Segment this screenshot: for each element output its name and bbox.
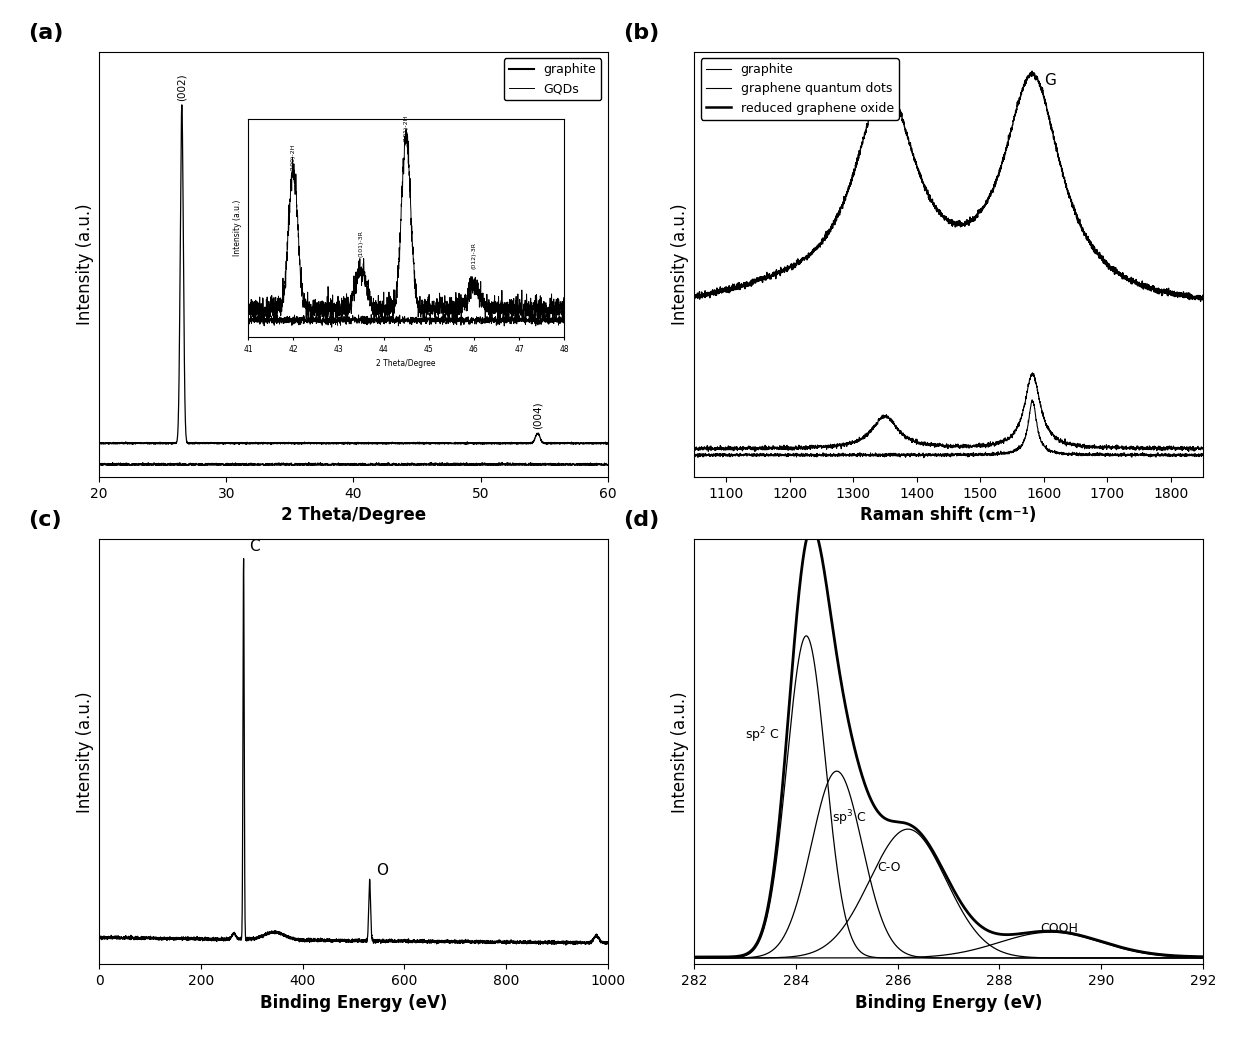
Y-axis label: Intensity (a.u.): Intensity (a.u.) xyxy=(233,200,243,256)
Text: (004): (004) xyxy=(533,401,543,429)
Text: C-O: C-O xyxy=(878,861,901,874)
Legend: graphite, GQDs: graphite, GQDs xyxy=(503,58,601,101)
Y-axis label: Intensity (a.u.): Intensity (a.u.) xyxy=(76,203,94,326)
Text: (d): (d) xyxy=(624,510,660,531)
X-axis label: Raman shift (cm⁻¹): Raman shift (cm⁻¹) xyxy=(861,506,1037,525)
Y-axis label: Intensity (a.u.): Intensity (a.u.) xyxy=(671,203,689,326)
X-axis label: 2 Theta/Degree: 2 Theta/Degree xyxy=(377,359,435,368)
Text: (100)-2H: (100)-2H xyxy=(290,144,295,171)
Text: (002): (002) xyxy=(177,74,187,101)
Text: (b): (b) xyxy=(624,23,660,44)
Y-axis label: Intensity (a.u.): Intensity (a.u.) xyxy=(671,691,689,813)
X-axis label: Binding Energy (eV): Binding Energy (eV) xyxy=(259,993,448,1012)
Text: D: D xyxy=(863,83,874,99)
Text: COOH: COOH xyxy=(1040,922,1078,935)
Text: (c): (c) xyxy=(29,510,62,531)
X-axis label: Binding Energy (eV): Binding Energy (eV) xyxy=(854,993,1043,1012)
Text: C: C xyxy=(249,539,260,554)
Y-axis label: Intensity (a.u.): Intensity (a.u.) xyxy=(76,691,94,813)
Text: (012)-3R: (012)-3R xyxy=(471,242,476,269)
Legend: graphite, graphene quantum dots, reduced graphene oxide: graphite, graphene quantum dots, reduced… xyxy=(701,58,899,119)
Text: (101)-3R: (101)-3R xyxy=(358,230,363,257)
Text: (101)-2H: (101)-2H xyxy=(403,115,409,142)
Text: G: G xyxy=(1044,74,1055,88)
Text: (a): (a) xyxy=(29,23,63,44)
X-axis label: 2 Theta/Degree: 2 Theta/Degree xyxy=(280,506,427,525)
Text: sp$^3$ C: sp$^3$ C xyxy=(832,809,867,829)
Text: sp$^2$ C: sp$^2$ C xyxy=(745,725,780,745)
Text: O: O xyxy=(376,864,388,878)
